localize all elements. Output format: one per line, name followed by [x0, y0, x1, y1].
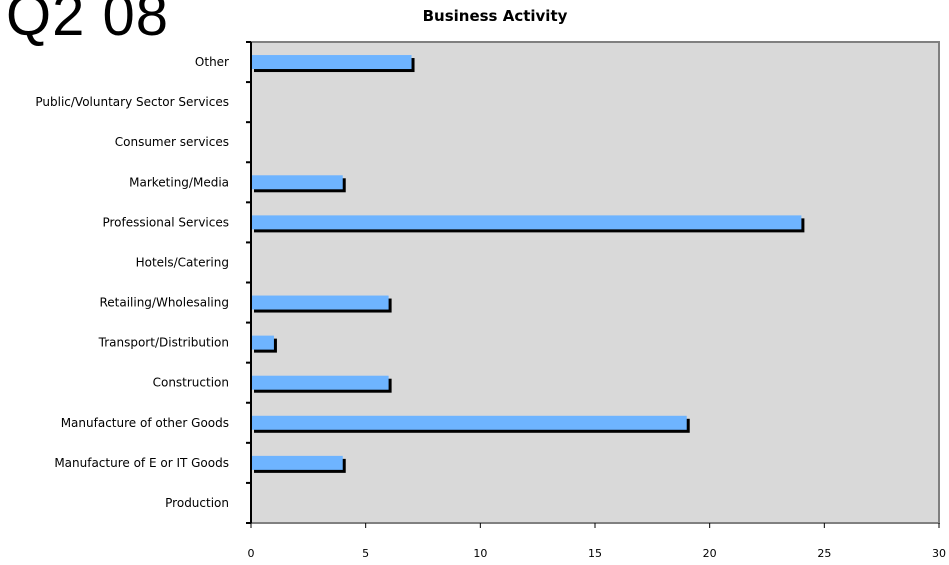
x-tick-label: 30: [932, 547, 946, 560]
x-tick-label: 15: [588, 547, 602, 560]
category-label: Other: [195, 55, 229, 69]
bar: [251, 215, 802, 230]
x-tick-label: 20: [703, 547, 717, 560]
chart-title: Business Activity: [422, 7, 568, 25]
x-tick-label: 10: [473, 547, 487, 560]
category-label: Marketing/Media: [129, 175, 229, 189]
x-tick-label: 5: [362, 547, 369, 560]
category-label: Hotels/Catering: [136, 255, 229, 269]
plot-area: [250, 41, 940, 524]
category-label: Manufacture of E or IT Goods: [54, 456, 229, 470]
bar: [251, 455, 343, 470]
category-label: Construction: [153, 376, 229, 390]
bar: [251, 55, 412, 70]
category-label: Public/Voluntary Sector Services: [35, 95, 229, 109]
category-label: Consumer services: [115, 135, 229, 149]
category-label: Retailing/Wholesaling: [99, 296, 229, 310]
bar: [251, 335, 274, 350]
category-label: Transport/Distribution: [98, 336, 229, 350]
bar: [251, 375, 389, 390]
x-tick-label: 0: [248, 547, 255, 560]
page-heading: Q2 08: [6, 0, 169, 48]
bar: [251, 415, 687, 430]
category-label: Manufacture of other Goods: [61, 416, 229, 430]
category-label: Professional Services: [102, 215, 229, 229]
bar: [251, 175, 343, 190]
x-tick-label: 25: [817, 547, 831, 560]
bar: [251, 295, 389, 310]
category-label: Production: [165, 496, 229, 510]
